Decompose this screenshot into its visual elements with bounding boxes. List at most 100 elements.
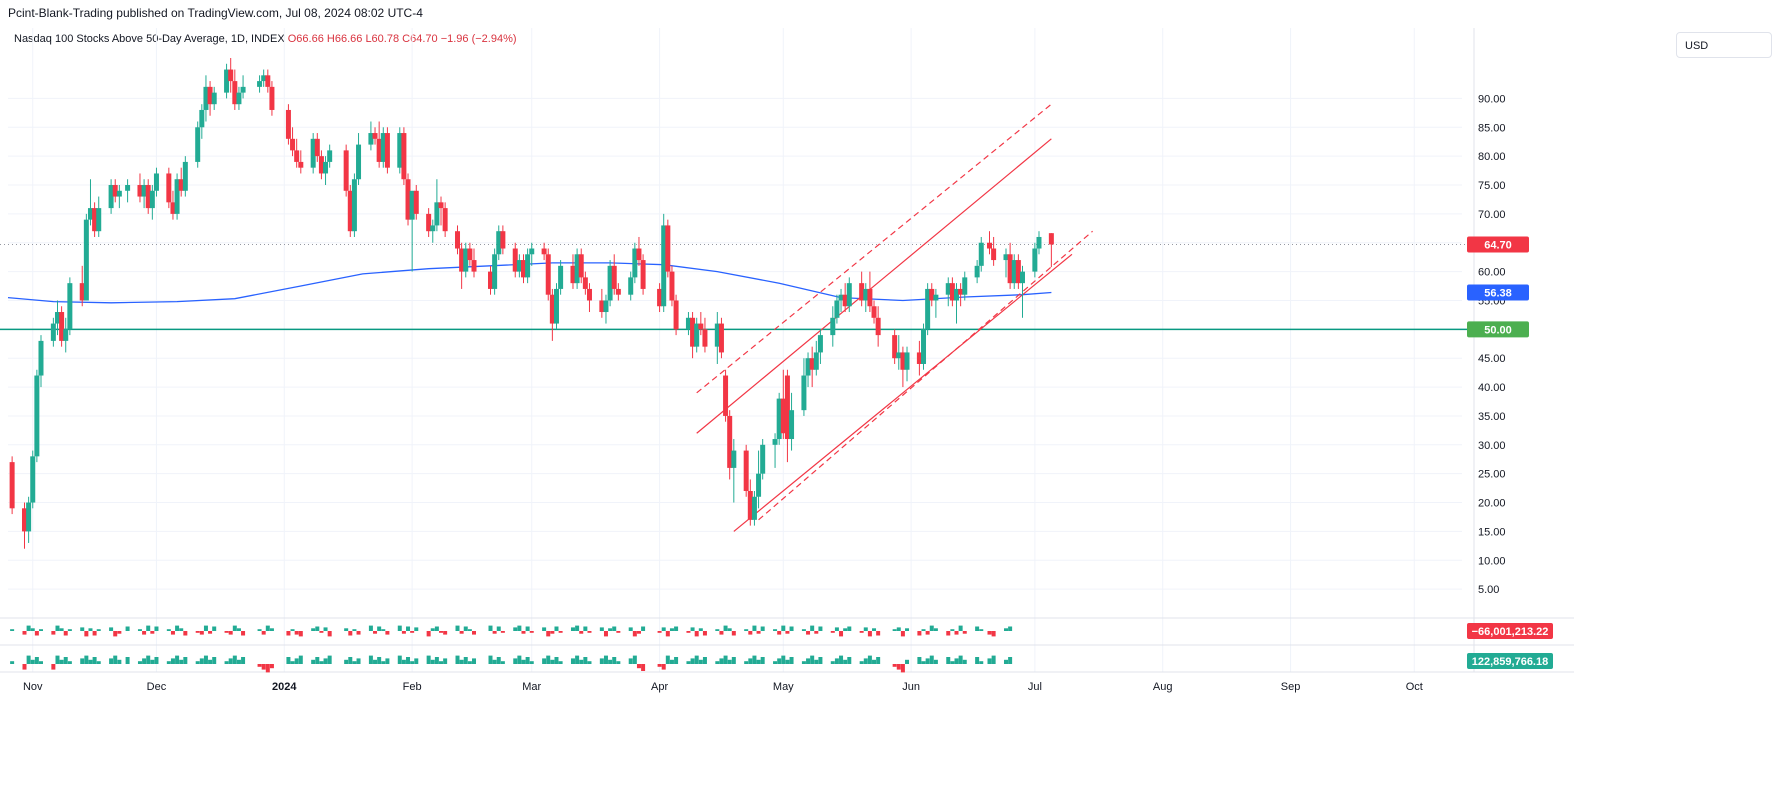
indicator-2-bar [154, 657, 159, 664]
indicator-1-bar [859, 631, 864, 633]
indicator-2-bar [843, 659, 848, 664]
indicator-1-bar [257, 629, 262, 631]
indicator-2-tag-text: 122,859,766.18 [1472, 656, 1548, 668]
indicator-2-bar [377, 657, 382, 664]
channel-line [696, 138, 1052, 434]
y-tick-label: 10.00 [1478, 555, 1506, 567]
indicator-2-bar [905, 659, 910, 664]
indicator-1-bar [921, 629, 926, 631]
candle [500, 225, 506, 255]
y-tick-label: 85.00 [1478, 122, 1506, 134]
indicator-1-bar [579, 631, 584, 634]
candle-body [863, 288, 869, 301]
x-tick-label: Sep [1281, 681, 1301, 693]
candle [751, 490, 757, 526]
candle-body [500, 231, 506, 249]
x-tick-label: Apr [651, 681, 668, 693]
candle-body [116, 190, 122, 197]
candle [459, 242, 465, 289]
candle-body [26, 502, 32, 532]
indicator-2-bar [636, 664, 641, 669]
ma-value-tag-bg [1467, 284, 1529, 301]
candle [405, 173, 411, 226]
indicator-2-bar [381, 661, 386, 664]
indicator-2-bar [80, 658, 85, 664]
candle-body [570, 265, 576, 284]
candle-body [471, 260, 477, 272]
y-tick-label: 60.00 [1478, 267, 1506, 279]
candle-body [298, 161, 304, 168]
currency-button[interactable]: USD [1676, 32, 1772, 58]
candle [380, 127, 386, 168]
candle-body [974, 265, 980, 278]
candle-body [30, 456, 36, 503]
indicator-1-bar [10, 629, 15, 631]
indicator-2-bar [715, 661, 720, 664]
candle-body [318, 156, 324, 174]
indicator-1-bar [839, 631, 844, 637]
candle [153, 167, 159, 197]
candle-body [232, 81, 238, 105]
indicator-1-bar [896, 627, 901, 631]
candle [96, 196, 102, 237]
candle [574, 248, 580, 289]
candle [805, 352, 811, 388]
candle [545, 248, 551, 301]
indicator-1-bar [496, 626, 501, 631]
candle-body [747, 490, 753, 520]
indicator-1-bar [612, 626, 617, 631]
candle [694, 317, 700, 353]
indicator-2-bar [269, 664, 274, 669]
indicator-2-bar [979, 661, 984, 664]
ohlc-close: C64.70 [402, 33, 438, 45]
candle-body [174, 179, 180, 214]
candle-body [830, 317, 836, 336]
candle-body [224, 69, 230, 93]
candle-body [384, 133, 390, 168]
last-price-tag: 64.70 [1467, 236, 1529, 253]
indicator-2-bar [257, 664, 262, 667]
indicator-2-bar [669, 659, 674, 664]
candle-body [228, 69, 234, 82]
candle [838, 288, 844, 313]
candle [541, 242, 547, 261]
candle [228, 58, 234, 93]
candle [991, 236, 997, 266]
candle-body [199, 109, 205, 128]
candle [1036, 231, 1042, 255]
indicator-1-bar [426, 631, 431, 637]
indicator-2-bar [203, 655, 208, 664]
x-tick-label: Oct [1406, 681, 1423, 693]
indicator-2-bar [385, 658, 390, 664]
indicator-2-bar [236, 659, 241, 664]
indicator-1-tag-bg [1467, 623, 1553, 639]
candle [760, 439, 766, 480]
candle-body [347, 190, 353, 232]
candle-body [512, 248, 518, 272]
candle-body [813, 352, 819, 370]
indicator-1-bar [88, 628, 93, 631]
symbol-title: Nasdaq 100 Stocks Above 50-Day Average, … [14, 33, 285, 45]
ma-line [7, 262, 1052, 304]
indicator-2-bar [929, 655, 934, 664]
candle-body [149, 190, 155, 209]
indicator-2-bar [348, 657, 353, 664]
y-tick-label: 30.00 [1478, 440, 1506, 452]
indicator-2-bar [954, 658, 959, 664]
indicator-1-bar [575, 625, 580, 631]
indicator-1-bar [773, 629, 778, 631]
indicator-1-bar [867, 631, 872, 637]
indicator-1-bar [892, 629, 897, 631]
candle-body [96, 208, 102, 232]
candle-body [756, 473, 762, 497]
indicator-2-bar [373, 659, 378, 664]
indicator-1-bar [876, 631, 881, 636]
candle [599, 288, 605, 318]
indicator-2-bar [22, 664, 27, 670]
candle [174, 173, 180, 220]
candle-body [921, 329, 927, 364]
x-tick-label: Jul [1028, 681, 1042, 693]
level-value-tag-bg [1467, 321, 1529, 338]
candle-body [780, 398, 786, 434]
